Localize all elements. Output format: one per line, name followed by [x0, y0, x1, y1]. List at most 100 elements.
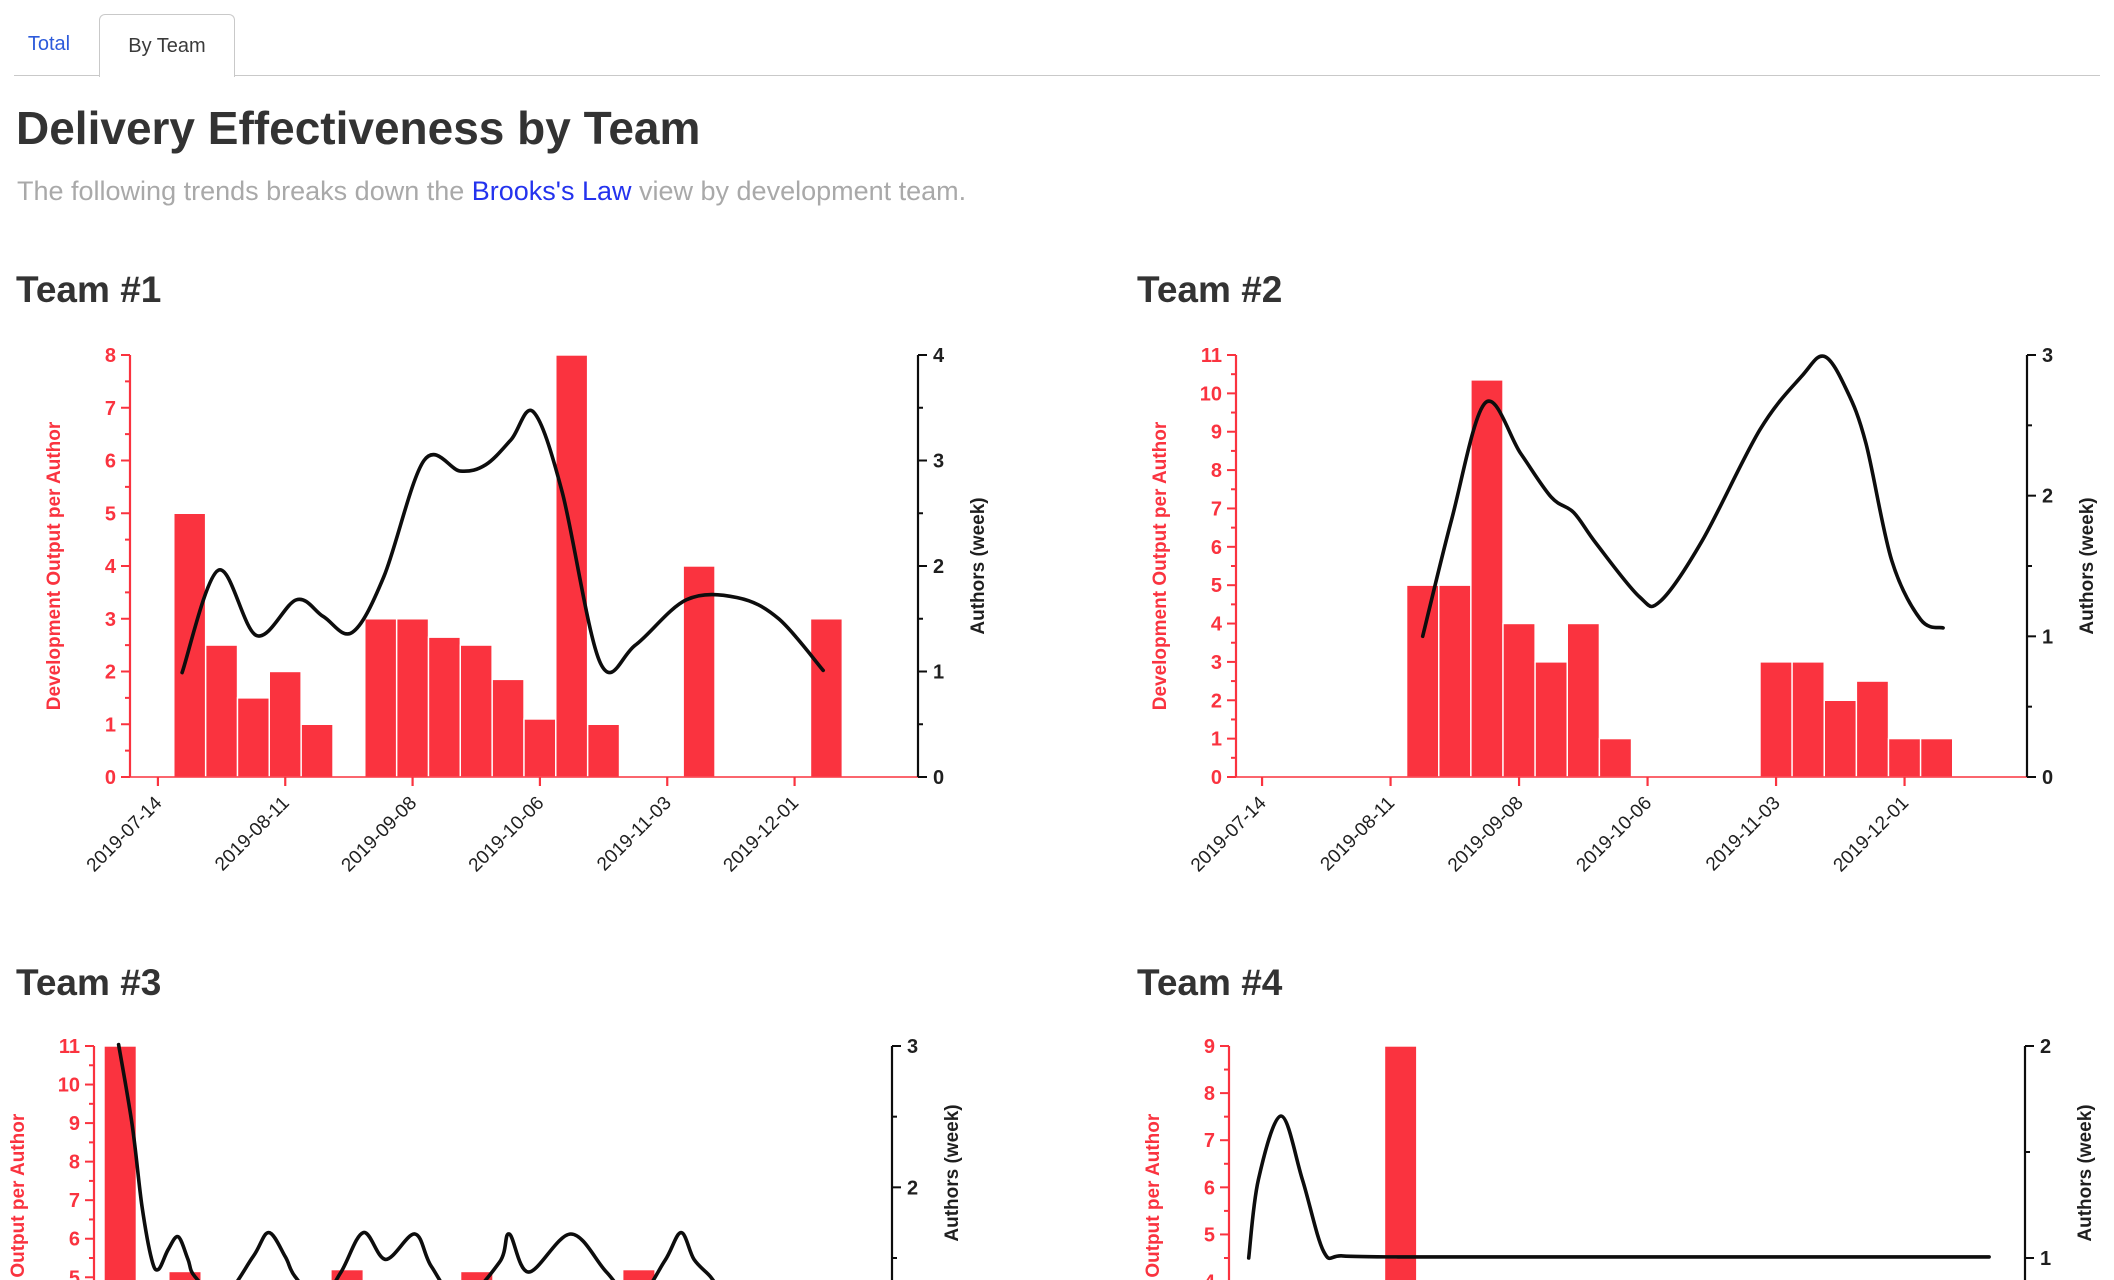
bar — [1887, 737, 1922, 778]
brooks-law-link[interactable]: Brooks's Law — [471, 176, 632, 206]
svg-text:Authors (week): Authors (week) — [942, 1104, 963, 1241]
svg-text:6: 6 — [105, 451, 116, 473]
svg-text:2019-09-08: 2019-09-08 — [1444, 793, 1528, 877]
svg-text:3: 3 — [907, 1036, 918, 1058]
svg-text:4: 4 — [105, 556, 117, 578]
svg-text:4: 4 — [933, 345, 945, 367]
svg-text:2019-11-03: 2019-11-03 — [593, 793, 676, 876]
svg-text:8: 8 — [69, 1152, 80, 1174]
svg-text:1: 1 — [2040, 1248, 2051, 1270]
team-4-left-axis: 0123456789Development Output per Author — [1143, 1036, 1231, 1280]
team-2-bars — [1405, 379, 1954, 778]
svg-text:5: 5 — [105, 503, 116, 525]
svg-text:0: 0 — [2042, 767, 2053, 789]
svg-text:9: 9 — [69, 1113, 80, 1135]
svg-text:7: 7 — [69, 1190, 80, 1212]
bar — [587, 723, 621, 778]
bar — [1405, 584, 1440, 778]
bar — [523, 718, 557, 778]
bar — [1502, 622, 1536, 778]
svg-text:1: 1 — [105, 714, 116, 736]
bar — [1470, 379, 1504, 778]
svg-text:3: 3 — [2042, 345, 2053, 367]
svg-text:3: 3 — [105, 609, 116, 631]
team-4-bars — [1383, 1045, 1418, 1280]
team-2-left-axis: 0 1 2 3 4 5 6 7 8 9 10 11 Development Output per Aut… — [1150, 345, 1238, 789]
svg-text:0: 0 — [105, 767, 116, 789]
subtitle-text-before: The following trends breaks down the — [17, 176, 472, 206]
team-3-authors-line — [116, 1042, 716, 1280]
bar — [268, 670, 302, 778]
svg-text:2: 2 — [1211, 690, 1222, 712]
bar — [809, 618, 843, 778]
svg-text:10: 10 — [58, 1075, 80, 1097]
svg-text:2: 2 — [2040, 1036, 2051, 1058]
svg-text:2: 2 — [2042, 486, 2053, 508]
svg-text:7: 7 — [105, 398, 116, 420]
svg-text:2: 2 — [907, 1177, 918, 1199]
svg-text:4: 4 — [1204, 1272, 1216, 1280]
team-1-bars — [173, 354, 843, 778]
svg-text:Authors (week): Authors (week) — [2077, 497, 2098, 634]
bar — [1791, 661, 1825, 778]
svg-text:3: 3 — [1211, 652, 1222, 674]
bar — [1383, 1045, 1418, 1280]
bar — [1855, 680, 1890, 778]
svg-text:1: 1 — [933, 662, 944, 684]
bar — [555, 354, 589, 778]
svg-text:6: 6 — [1211, 537, 1222, 559]
svg-text:Development Output per Author: Development Output per Author — [8, 1113, 29, 1280]
team-3-bars — [103, 1045, 656, 1280]
svg-text:7: 7 — [1211, 498, 1222, 520]
svg-text:0: 0 — [1211, 767, 1222, 789]
team-2-x-axis: 2019-07-14 2019-08-11 2019-09-08 2019-10-06… — [1187, 776, 2027, 877]
bar — [204, 644, 239, 778]
bar — [364, 618, 398, 778]
svg-text:5: 5 — [69, 1267, 80, 1280]
team-1-left-axis: 0 1 2 3 4 5 6 7 8 Development Output per Author — [44, 345, 132, 789]
team-4-right-axis: 012Authors (week) — [2023, 1036, 2096, 1280]
team-3-heading: Team #3 — [16, 962, 162, 1003]
svg-text:2019-10-06: 2019-10-06 — [465, 793, 549, 877]
team-2-right-axis: 0 1 2 3 Authors (week) — [2025, 345, 2098, 789]
svg-text:8: 8 — [105, 345, 116, 367]
bar — [236, 697, 270, 778]
svg-text:Authors (week): Authors (week) — [968, 497, 989, 634]
page-subtitle: The following trends breaks down the Bro… — [17, 176, 966, 207]
svg-text:11: 11 — [59, 1036, 80, 1058]
svg-text:10: 10 — [1200, 383, 1222, 405]
bar — [300, 723, 334, 778]
bar — [1759, 661, 1793, 778]
tab-by-team[interactable]: By Team — [99, 14, 235, 77]
svg-text:Development Output per Author: Development Output per Author — [1150, 421, 1171, 710]
svg-text:11: 11 — [1201, 345, 1222, 367]
bar — [1566, 622, 1601, 778]
team-1-x-axis: 2019-07-14 2019-08-11 2019-09-08 2019-10-06… — [83, 776, 918, 877]
team-2-authors-line — [1420, 354, 1945, 639]
svg-text:8: 8 — [1204, 1083, 1215, 1105]
svg-text:3: 3 — [933, 451, 944, 473]
svg-text:2019-07-14: 2019-07-14 — [83, 792, 167, 876]
svg-text:9: 9 — [1211, 422, 1222, 444]
team-4-heading: Team #4 — [1137, 962, 1283, 1003]
tab-total[interactable]: Total — [27, 33, 71, 55]
svg-text:Development Output per Author: Development Output per Author — [1143, 1113, 1164, 1280]
team-1-heading: Team #1 — [16, 269, 162, 310]
svg-text:Development Output per Author: Development Output per Author — [44, 421, 65, 710]
subtitle-text-after: view by development team. — [631, 176, 967, 206]
team-4-authors-line — [1246, 1114, 1991, 1261]
bar — [1534, 661, 1568, 778]
team-1-authors-line — [180, 408, 825, 675]
svg-text:9: 9 — [1204, 1036, 1215, 1058]
svg-text:1: 1 — [1211, 729, 1222, 751]
team-4-chart: 0123456789Development Output per Author0… — [1143, 1036, 2096, 1280]
svg-text:2019-08-11: 2019-08-11 — [1317, 793, 1400, 876]
svg-text:6: 6 — [69, 1229, 80, 1251]
page-title: Delivery Effectiveness by Team — [16, 102, 701, 154]
